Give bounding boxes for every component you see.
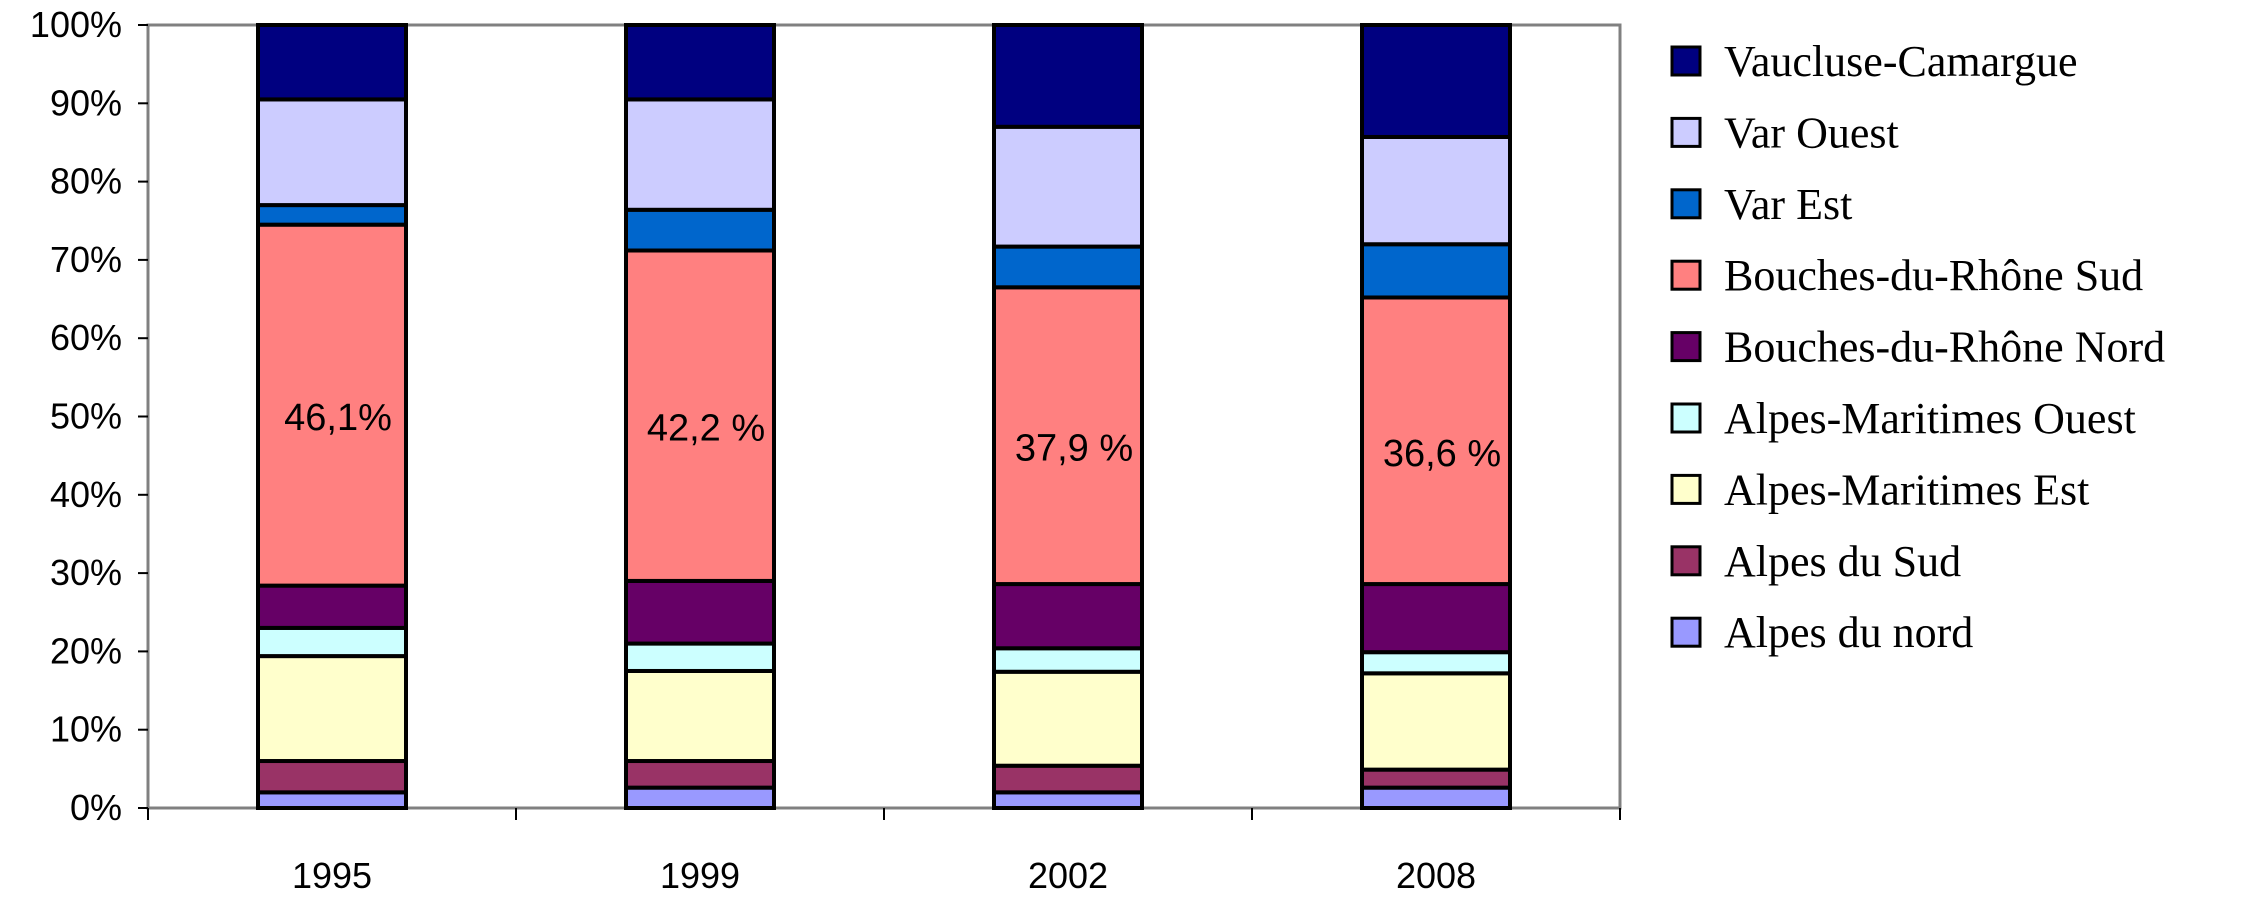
- bar-segment: [624, 668, 776, 764]
- bar-segment: [992, 124, 1144, 249]
- bar-segment: [992, 285, 1144, 587]
- bar-segment: [256, 97, 408, 208]
- bar-segment: [1360, 23, 1512, 139]
- bar-segment: [256, 222, 408, 588]
- legend-swatch: [1670, 116, 1702, 148]
- legend-label: Vaucluse-Camargue: [1724, 37, 2078, 86]
- bar-segment: [1360, 582, 1512, 655]
- y-tick-label: 80%: [50, 161, 122, 202]
- y-tick-label: 40%: [50, 474, 122, 515]
- legend-swatch: [1670, 188, 1702, 220]
- bar-segment: [624, 759, 776, 790]
- legend-label: Alpes du Sud: [1724, 537, 1961, 586]
- legend-item: Bouches-du-Rhône Nord: [1670, 323, 2165, 372]
- bar-segment: [256, 583, 408, 630]
- data-labels: 46,1% 42,2 % 37,9 % 36,6 %: [284, 397, 1501, 475]
- legend-item: Alpes du Sud: [1670, 537, 1961, 586]
- legend-item: Var Est: [1670, 180, 1852, 229]
- bar-segment: [992, 646, 1144, 674]
- bar-segment: [256, 790, 408, 811]
- y-tick-label: 50%: [50, 396, 122, 437]
- legend-item: Alpes du nord: [1670, 608, 1973, 657]
- bar-segment: [624, 785, 776, 811]
- x-tick-label: 1995: [292, 855, 372, 896]
- bar-1999: [624, 23, 776, 811]
- legend-swatch: [1670, 259, 1702, 291]
- x-tick-label: 2008: [1396, 855, 1476, 896]
- legend-swatch: [1670, 331, 1702, 363]
- bar-segment: [992, 582, 1144, 651]
- bar-segment: [1360, 767, 1512, 790]
- y-tick-label: 20%: [50, 630, 122, 671]
- y-tick-label: 30%: [50, 552, 122, 593]
- bar-segment: [256, 203, 408, 227]
- bar-segment: [992, 23, 1144, 129]
- legend-item: Alpes-Maritimes Ouest: [1670, 394, 2136, 443]
- x-axis: 1995 1999 2002 2008: [147, 808, 1621, 896]
- bar-segment: [624, 97, 776, 212]
- bar-segment: [624, 207, 776, 253]
- x-tick-label: 2002: [1028, 855, 1108, 896]
- bar-segment: [992, 790, 1144, 811]
- y-tick-label: 10%: [50, 709, 122, 750]
- legend-label: Alpes-Maritimes Est: [1724, 465, 2089, 514]
- bar-segment: [624, 641, 776, 673]
- bar-1995: [256, 23, 408, 811]
- legend-swatch: [1670, 473, 1702, 505]
- bar-segment: [256, 23, 408, 102]
- legend-item: Vaucluse-Camargue: [1670, 37, 2078, 86]
- legend-label: Bouches-du-Rhône Nord: [1724, 323, 2165, 372]
- legend-swatch: [1670, 545, 1702, 577]
- legend-label: Alpes-Maritimes Ouest: [1724, 394, 2136, 443]
- legend-label: Alpes du nord: [1724, 608, 1973, 657]
- y-axis: 0% 10% 20% 30% 40% 50% 60% 70% 80% 90% 100%: [30, 4, 148, 828]
- legend: Vaucluse-Camargue Var Ouest Var Est Bouches…: [1670, 37, 2165, 657]
- bar-segment: [992, 669, 1144, 768]
- bar-segment: [256, 759, 408, 795]
- y-tick-label: 0%: [70, 787, 122, 828]
- y-tick-label: 90%: [50, 82, 122, 123]
- bar-segment: [1360, 134, 1512, 247]
- legend-item: Alpes-Maritimes Est: [1670, 465, 2089, 514]
- legend-label: Var Est: [1724, 180, 1852, 229]
- data-label: 42,2 %: [647, 408, 765, 450]
- data-label: 36,6 %: [1383, 433, 1501, 475]
- legend-swatch: [1670, 616, 1702, 648]
- data-label: 37,9 %: [1015, 428, 1133, 470]
- bar-segment: [992, 244, 1144, 290]
- bar-2002: [992, 23, 1144, 811]
- bar-segment: [1360, 671, 1512, 772]
- bar-segment: [624, 23, 776, 102]
- legend-label: Bouches-du-Rhône Sud: [1724, 251, 2143, 300]
- bars: [256, 23, 1512, 811]
- bar-segment: [624, 578, 776, 646]
- bar-segment: [1360, 242, 1512, 300]
- legend-item: Var Ouest: [1670, 108, 1899, 157]
- bar-segment: [1360, 295, 1512, 587]
- bar-2008: [1360, 23, 1512, 811]
- data-label: 46,1%: [284, 397, 392, 439]
- bar-segment: [1360, 650, 1512, 676]
- legend-swatch: [1670, 402, 1702, 434]
- bar-segment: [1360, 785, 1512, 811]
- y-tick-label: 100%: [30, 4, 122, 45]
- legend-swatch: [1670, 45, 1702, 77]
- bar-segment: [256, 625, 408, 659]
- y-tick-label: 60%: [50, 317, 122, 358]
- x-tick-label: 1999: [660, 855, 740, 896]
- bar-segment: [992, 763, 1144, 795]
- legend-item: Bouches-du-Rhône Sud: [1670, 251, 2143, 300]
- bar-segment: [624, 248, 776, 583]
- legend-label: Var Ouest: [1724, 108, 1899, 157]
- bar-segment: [256, 654, 408, 764]
- y-tick-label: 70%: [50, 239, 122, 280]
